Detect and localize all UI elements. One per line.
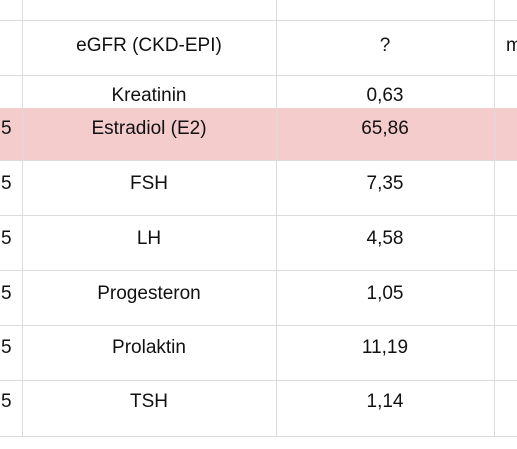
- row-value: 0,63: [366, 85, 404, 106]
- header-cell: ?: [379, 35, 391, 56]
- row-line: [0, 436, 517, 437]
- row-name: LH: [136, 228, 162, 249]
- row-line: [0, 160, 517, 161]
- highlighted-row: [0, 108, 517, 160]
- row-prefix: 5: [1, 173, 12, 194]
- row-value: 11,19: [361, 337, 409, 358]
- row-name: Prolaktin: [112, 337, 186, 358]
- row-prefix: 5: [1, 228, 12, 249]
- row-line: [0, 75, 517, 76]
- row-name: TSH: [130, 391, 168, 412]
- header-cell: eGFR (CKD-EPI): [76, 35, 222, 56]
- column-line: [494, 0, 495, 437]
- row-line: [0, 380, 517, 381]
- row-name: FSH: [130, 173, 168, 194]
- row-line: [0, 270, 517, 271]
- row-prefix: 5: [1, 391, 12, 412]
- column-line: [22, 0, 23, 437]
- row-value: 1,05: [366, 283, 404, 304]
- row-value: 7,35: [366, 173, 404, 194]
- row-name: Progesteron: [97, 283, 201, 304]
- row-name: Kreatinin: [111, 85, 187, 106]
- row-value: 1,14: [366, 391, 404, 412]
- column-line: [276, 0, 277, 437]
- row-line: [0, 325, 517, 326]
- row-prefix: 5: [1, 118, 12, 139]
- row-name: Estradiol (E2): [91, 118, 207, 139]
- row-line: [0, 215, 517, 216]
- row-line: [0, 20, 517, 21]
- row-prefix: 5: [1, 337, 12, 358]
- row-value: 4,58: [366, 228, 404, 249]
- row-value: 65,86: [361, 118, 409, 139]
- header-cell: m: [506, 35, 517, 56]
- row-prefix: 5: [1, 283, 12, 304]
